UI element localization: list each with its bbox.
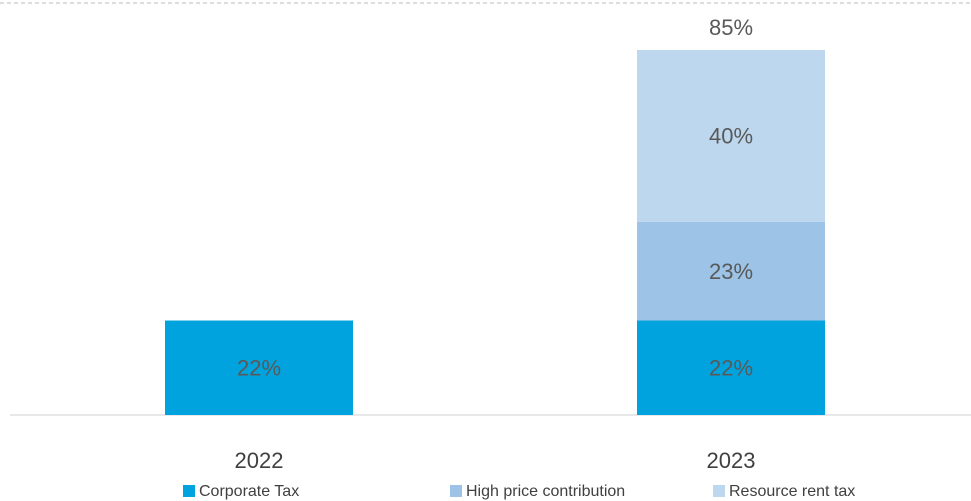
x-tick-label: 2022: [235, 448, 284, 473]
bar-segment: [637, 49, 825, 222]
value-label: 22%: [709, 356, 753, 381]
value-label: 23%: [709, 259, 753, 284]
legend-swatch: [183, 485, 195, 497]
bar-segment: [165, 320, 353, 415]
bar-segment: [637, 320, 825, 415]
total-label: 85%: [709, 15, 753, 40]
legend-label: Corporate Tax: [199, 483, 299, 500]
legend-swatch: [450, 485, 462, 497]
legend-label: High price contribution: [466, 483, 625, 500]
x-tick-label: 2023: [707, 448, 756, 473]
value-label: 40%: [709, 124, 753, 149]
bar-segment: [637, 221, 825, 321]
value-label: 22%: [237, 356, 281, 381]
legend-swatch: [713, 485, 725, 497]
legend-label: Resource rent tax: [729, 483, 855, 500]
